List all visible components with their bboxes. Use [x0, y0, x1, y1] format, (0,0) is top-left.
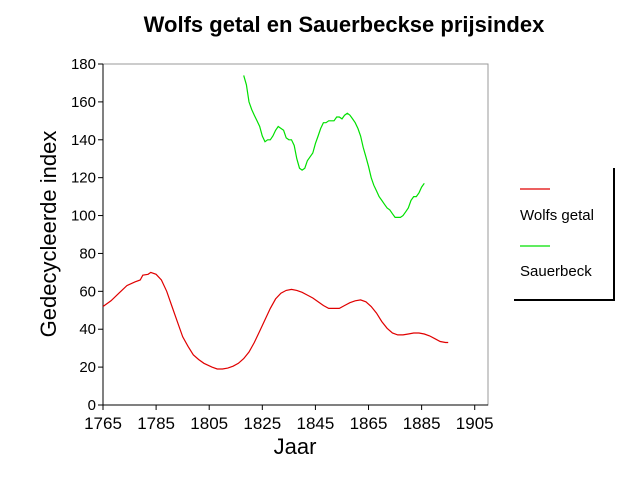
x-tick-label: 1845 [296, 414, 334, 433]
y-axis-ticks: 0 20 40 60 80 100 120 140 160 180 [71, 56, 103, 414]
x-tick-label: 1765 [84, 414, 122, 433]
x-tick-label: 1825 [243, 414, 281, 433]
y-axis-label: Gedecycleerde index [36, 131, 61, 338]
x-tick-label: 1785 [137, 414, 175, 433]
x-axis-label: Jaar [274, 434, 317, 459]
legend-label-1: Wolfs getal [520, 207, 594, 224]
legend-label-2: Sauerbeck [520, 263, 592, 280]
series-line-2 [243, 75, 425, 218]
series-line-1 [102, 271, 449, 370]
legend: Wolfs getal Sauerbeck [512, 168, 615, 301]
y-tick-label: 180 [71, 56, 96, 73]
y-tick-label: 120 [71, 170, 96, 187]
y-tick-label: 20 [79, 359, 96, 376]
series-layer [102, 75, 449, 370]
x-tick-label: 1805 [190, 414, 228, 433]
y-tick-label: 60 [79, 283, 96, 300]
legend-box [512, 168, 612, 299]
y-tick-label: 40 [79, 321, 96, 338]
x-tick-label: 1865 [350, 414, 388, 433]
x-tick-label: 1905 [456, 414, 494, 433]
x-tick-label: 1885 [403, 414, 441, 433]
chart-title: Wolfs getal en Sauerbeckse prijsindex [144, 12, 545, 37]
y-tick-label: 0 [88, 397, 96, 414]
y-tick-label: 80 [79, 245, 96, 262]
x-axis-ticks: 1765 1785 1805 1825 1845 1865 1885 1905 [84, 405, 494, 433]
y-tick-label: 140 [71, 132, 96, 149]
plot-frame [102, 63, 489, 406]
y-tick-label: 100 [71, 208, 96, 225]
y-tick-label: 160 [71, 94, 96, 111]
